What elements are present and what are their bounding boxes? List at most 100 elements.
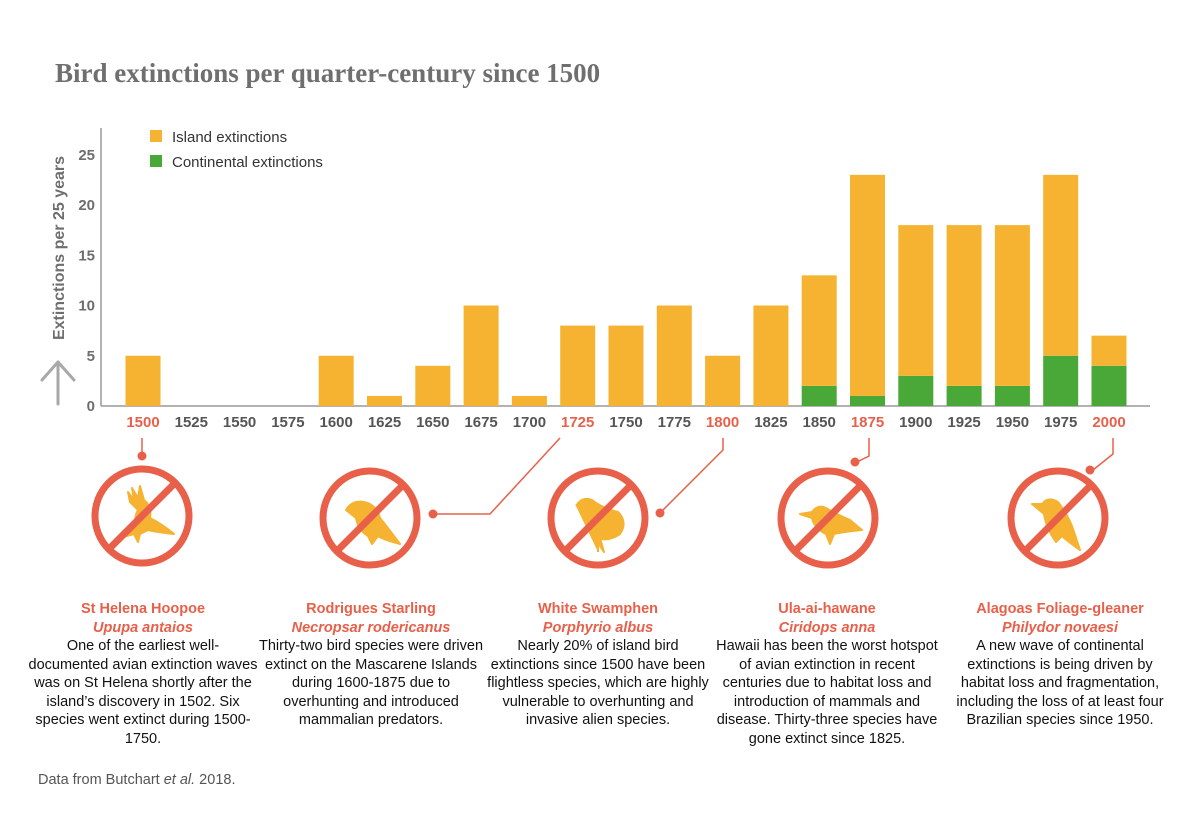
card-scientific-name: Upupa antaios: [93, 619, 193, 636]
bar-continental-1925: [946, 385, 982, 406]
y-tick-label: 20: [78, 197, 95, 214]
card-scientific-name: Ciridops anna: [778, 619, 876, 636]
legend: Island extinctions Continental extinction…: [150, 129, 323, 171]
bar-island-1900: [898, 225, 934, 376]
up-arrow-icon: [40, 360, 76, 406]
x-tick-label: 1575: [271, 414, 304, 431]
bar-island-1925: [946, 225, 982, 386]
card-species-name: Alagoas Foliage-gleaner: [976, 601, 1144, 617]
x-tick-label: 1950: [996, 414, 1029, 431]
card-description: Nearly 20% of island bird extinctions si…: [487, 638, 709, 728]
card-rodrigues-starling: Rodrigues Starling Necropsar rodericanus…: [256, 600, 486, 730]
connector-1725: [433, 437, 561, 515]
x-tick-label: 1600: [320, 414, 353, 431]
x-axis-ticks: 1500 1525 1550 1575 1600 1625 1650 1675 1700 1725…: [126, 414, 1125, 431]
prohibition-slash: [334, 482, 406, 554]
y-tick-label: 10: [78, 298, 95, 315]
connector-1800: [659, 438, 724, 514]
x-tick-label: 1975: [1044, 414, 1077, 431]
x-tick-label: 1550: [223, 414, 256, 431]
bar-island-1750: [608, 325, 644, 406]
y-axis-label: Extinctions per 25 years: [51, 156, 68, 340]
y-tick-label: 15: [78, 247, 95, 264]
bar-island-1725: [560, 325, 596, 406]
bar-island-1975: [1043, 174, 1079, 356]
connector-2000: [1092, 438, 1114, 471]
bar-island-1500: [125, 355, 161, 406]
card-species-name: Ula-ai-hawane: [778, 601, 876, 617]
bar-continental-1875: [850, 395, 885, 406]
swamphen-icon: [547, 467, 649, 569]
x-tick-label: 1900: [899, 414, 932, 431]
bar-island-1600: [318, 355, 354, 406]
chart-title: Bird extinctions per quarter-century sin…: [55, 58, 601, 88]
prohibition-slash: [562, 482, 634, 554]
connector-dot-2000: [1085, 465, 1095, 475]
bar-island-1700: [511, 395, 547, 406]
connector-dot-1500: [137, 451, 147, 461]
connector-dot-1800: [655, 508, 665, 518]
x-tick-label: 1800: [706, 414, 739, 431]
connectors: [137, 437, 1114, 519]
bar-island-1875: [850, 174, 885, 396]
bar-island-1675: [463, 305, 499, 406]
prohibition-slash: [106, 480, 178, 552]
x-tick-label: 1525: [175, 414, 208, 431]
y-tick-label: 25: [78, 147, 95, 164]
connector-dot-1725: [428, 509, 438, 519]
bar-island-2000: [1091, 335, 1127, 366]
bar-island-1775: [656, 305, 692, 406]
bar-continental-1950: [994, 385, 1030, 406]
legend-swatch-continental: [150, 155, 162, 167]
x-tick-label: 1500: [126, 414, 159, 431]
x-tick-label: 1850: [803, 414, 836, 431]
x-tick-label: 1750: [609, 414, 642, 431]
card-description: Hawaii has been the worst hotspot of avi…: [716, 638, 938, 747]
bar-island-1850: [801, 275, 837, 386]
x-tick-label: 1825: [754, 414, 787, 431]
bar-continental-1975: [1043, 355, 1079, 406]
card-species-name: St Helena Hoopoe: [80, 601, 206, 617]
card-scientific-name: Necropsar rodericanus: [291, 619, 451, 636]
card-scientific-name: Porphyrio albus: [542, 619, 654, 636]
y-tick-label: 0: [87, 398, 95, 415]
extinct-icons: [91, 465, 1109, 569]
starling-icon: [319, 467, 421, 569]
card-white-swamphen: White Swamphen Porphyrio albus Nearly 20…: [483, 600, 713, 730]
bars-group: [125, 174, 1127, 406]
card-species-name: Rodrigues Starling: [306, 601, 436, 617]
x-tick-label: 1925: [947, 414, 980, 431]
connector-1875: [856, 438, 870, 463]
legend-label-island: Island extinctions: [172, 129, 287, 146]
x-tick-label: 2000: [1092, 414, 1125, 431]
card-ula-ai-hawane: Ula-ai-hawane Ciridops anna Hawaii has b…: [712, 600, 942, 748]
card-description: Thirty-two bird species were driven exti…: [258, 638, 484, 728]
source-suffix: 2018.: [195, 772, 236, 788]
x-tick-label: 1675: [464, 414, 497, 431]
bird-silhouette: [575, 497, 625, 553]
bar-continental-1900: [898, 375, 934, 406]
card-scientific-name: Philydor novaesi: [1001, 619, 1119, 636]
bar-island-1800: [705, 355, 741, 406]
x-tick-label: 1625: [368, 414, 401, 431]
x-tick-label: 1650: [416, 414, 449, 431]
prohibition-slash: [1022, 482, 1094, 554]
y-tick-label: 5: [87, 348, 95, 365]
x-tick-label: 1700: [513, 414, 546, 431]
source-italic: et al.: [163, 772, 196, 788]
connector-dot-1875: [850, 457, 860, 467]
source-note: Data from Butchart et al. 2018.: [38, 772, 235, 788]
y-axis: 0 5 10 15 20 25 Extinctions per 25 years: [40, 128, 1150, 415]
card-description: One of the earliest well-documented avia…: [28, 638, 258, 747]
bar-island-1950: [994, 225, 1030, 386]
x-tick-label: 1875: [851, 414, 884, 431]
card-description: A new wave of continental extinctions is…: [956, 638, 1164, 728]
source-prefix: Data from Butchart: [38, 772, 164, 788]
bar-continental-2000: [1091, 365, 1127, 406]
prohibition-slash: [792, 482, 864, 554]
card-species-name: White Swamphen: [537, 601, 659, 617]
x-tick-label: 1725: [561, 414, 594, 431]
foliage-gleaner-icon: [1007, 467, 1109, 569]
bar-island-1625: [367, 395, 402, 406]
